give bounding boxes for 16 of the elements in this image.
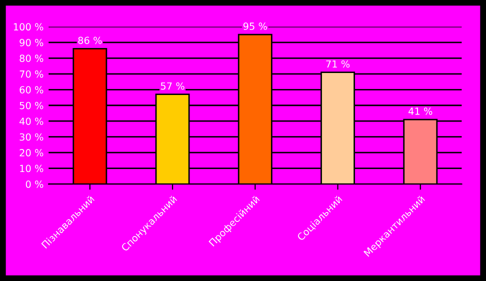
y-tick-label: 50 %	[20, 102, 44, 110]
data-label: 86 %	[78, 36, 102, 44]
y-tick-label: 70 %	[20, 70, 44, 78]
y-tick-label: 80 %	[20, 54, 44, 62]
y-tick-label: 40 %	[20, 118, 44, 125]
y-tick-label: 100 %	[14, 23, 44, 31]
data-label: 41 %	[408, 108, 432, 115]
y-tick-label: 20 %	[20, 149, 44, 156]
data-label: 95 %	[243, 22, 267, 30]
y-tick-label: 10 %	[20, 164, 44, 172]
data-label: 71 %	[326, 60, 350, 68]
y-tick-label: 0 %	[26, 180, 44, 188]
data-label: 57 %	[160, 82, 184, 90]
y-tick-label: 90 %	[20, 38, 44, 46]
y-tick-label: 30 %	[20, 133, 44, 141]
y-tick-label: 60 %	[20, 86, 44, 94]
